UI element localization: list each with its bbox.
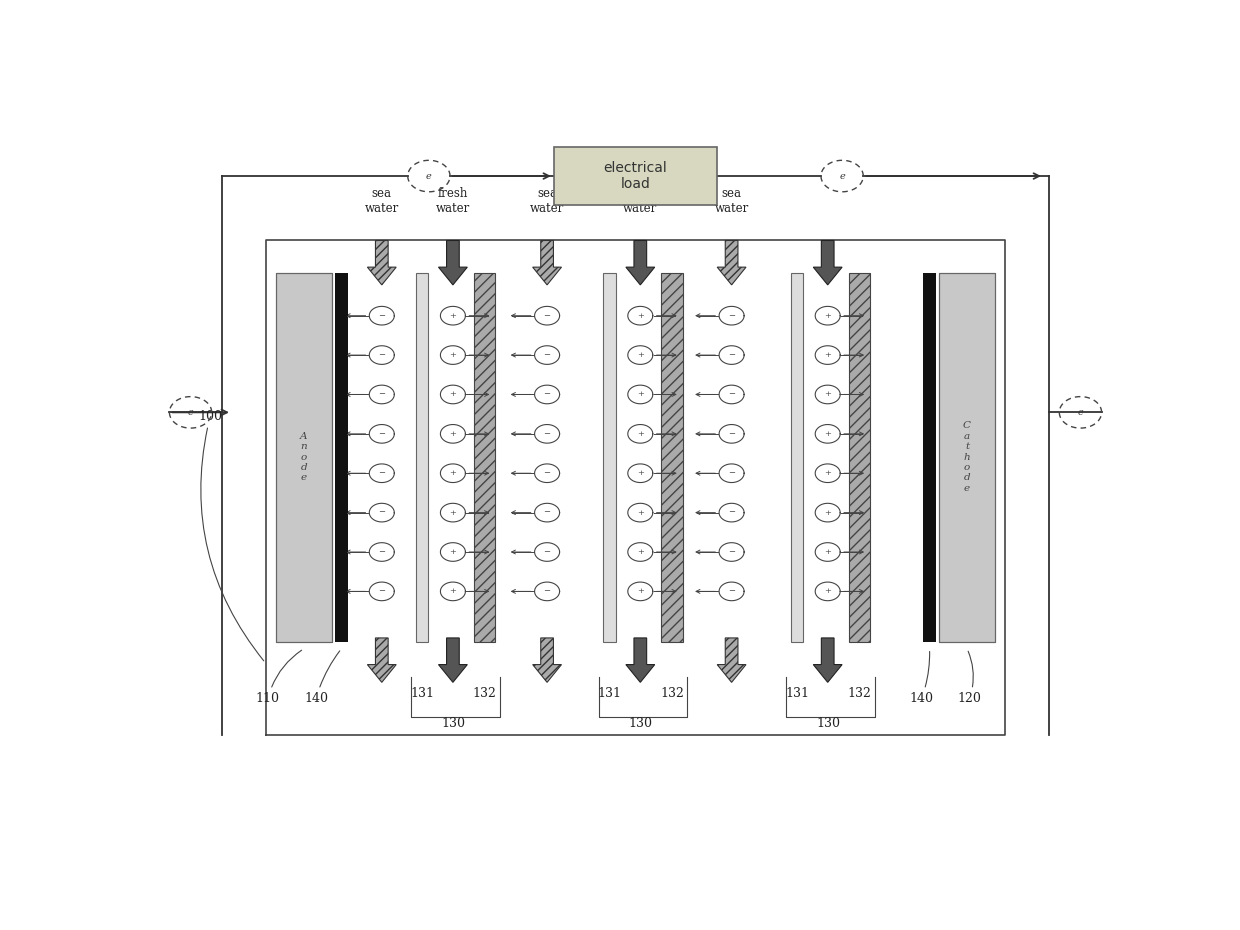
Text: 132: 132 (660, 686, 684, 699)
Bar (923, 272, 936, 642)
Text: +: + (637, 509, 644, 517)
Polygon shape (813, 638, 842, 683)
Text: 131: 131 (410, 686, 434, 699)
Text: 131: 131 (598, 686, 621, 699)
Text: +: + (449, 588, 456, 595)
Text: −: − (543, 430, 551, 438)
Text: +: + (637, 548, 644, 556)
Polygon shape (533, 241, 562, 285)
Text: sea
water: sea water (714, 188, 749, 216)
Text: +: + (449, 548, 456, 556)
Text: +: + (449, 351, 456, 359)
Polygon shape (439, 241, 467, 285)
Text: +: + (449, 470, 456, 477)
Polygon shape (367, 241, 397, 285)
Text: 130: 130 (441, 717, 465, 730)
Text: +: + (449, 312, 456, 320)
Text: +: + (637, 351, 644, 359)
Text: −: − (378, 391, 386, 398)
Text: +: + (637, 588, 644, 595)
Text: +: + (449, 509, 456, 517)
Text: −: − (378, 430, 386, 438)
Text: +: + (825, 312, 831, 320)
Bar (277, 272, 332, 642)
Bar (939, 272, 994, 642)
Text: −: − (543, 548, 551, 556)
Text: 100: 100 (198, 409, 264, 661)
Bar (474, 272, 495, 642)
Text: −: − (728, 312, 735, 320)
Text: +: + (449, 430, 456, 438)
Bar (661, 272, 682, 642)
Text: +: + (637, 470, 644, 477)
Text: C
a
t
h
o
d
e: C a t h o d e (963, 421, 971, 493)
Text: +: + (825, 509, 831, 517)
Bar (604, 272, 616, 642)
Text: +: + (825, 548, 831, 556)
Polygon shape (717, 638, 746, 683)
Text: −: − (728, 588, 735, 595)
Bar (791, 272, 804, 642)
Text: sea
water: sea water (365, 188, 399, 216)
Text: −: − (728, 391, 735, 398)
Text: −: − (728, 470, 735, 477)
Text: −: − (543, 470, 551, 477)
Text: +: + (637, 312, 644, 320)
Text: −: − (543, 509, 551, 517)
Polygon shape (439, 638, 467, 683)
Text: +: + (825, 588, 831, 595)
Text: 130: 130 (816, 717, 841, 730)
Text: 130: 130 (629, 717, 652, 730)
Text: +: + (637, 391, 644, 398)
Text: 132: 132 (847, 686, 872, 699)
Text: e: e (427, 171, 432, 180)
Text: 132: 132 (472, 686, 496, 699)
Text: A
n
o
d
e: A n o d e (300, 432, 308, 483)
Text: e: e (839, 171, 844, 180)
Text: −: − (378, 588, 386, 595)
Text: +: + (825, 351, 831, 359)
Text: +: + (825, 470, 831, 477)
Text: fresh
water: fresh water (435, 188, 470, 216)
Text: −: − (378, 470, 386, 477)
Bar (939, 272, 994, 642)
Text: −: − (728, 548, 735, 556)
Text: e: e (1078, 408, 1084, 417)
Text: −: − (728, 430, 735, 438)
Text: +: + (637, 430, 644, 438)
Polygon shape (626, 638, 655, 683)
Bar (335, 272, 348, 642)
Text: 140: 140 (304, 651, 340, 705)
Text: −: − (728, 509, 735, 517)
Text: +: + (825, 430, 831, 438)
Polygon shape (813, 241, 842, 285)
Text: −: − (378, 351, 386, 359)
Text: e: e (187, 408, 193, 417)
Bar (415, 272, 428, 642)
Text: +: + (825, 391, 831, 398)
Text: sea
water: sea water (529, 188, 564, 216)
Text: −: − (378, 548, 386, 556)
Bar (277, 272, 332, 642)
Polygon shape (626, 241, 655, 285)
Text: −: − (543, 588, 551, 595)
Text: −: − (378, 509, 386, 517)
Text: electrical
load: electrical load (604, 161, 667, 192)
Polygon shape (533, 638, 562, 683)
Bar (554, 147, 717, 206)
Text: 120: 120 (957, 651, 981, 705)
Text: −: − (378, 312, 386, 320)
Text: 110: 110 (255, 650, 301, 705)
Text: −: − (543, 351, 551, 359)
Text: −: − (543, 312, 551, 320)
Text: +: + (449, 391, 456, 398)
Bar (849, 272, 870, 642)
Polygon shape (717, 241, 746, 285)
Text: fresh
water: fresh water (624, 188, 657, 216)
Text: −: − (728, 351, 735, 359)
Polygon shape (367, 638, 397, 683)
Text: 140: 140 (909, 651, 934, 705)
Text: −: − (543, 391, 551, 398)
Text: 131: 131 (785, 686, 808, 699)
